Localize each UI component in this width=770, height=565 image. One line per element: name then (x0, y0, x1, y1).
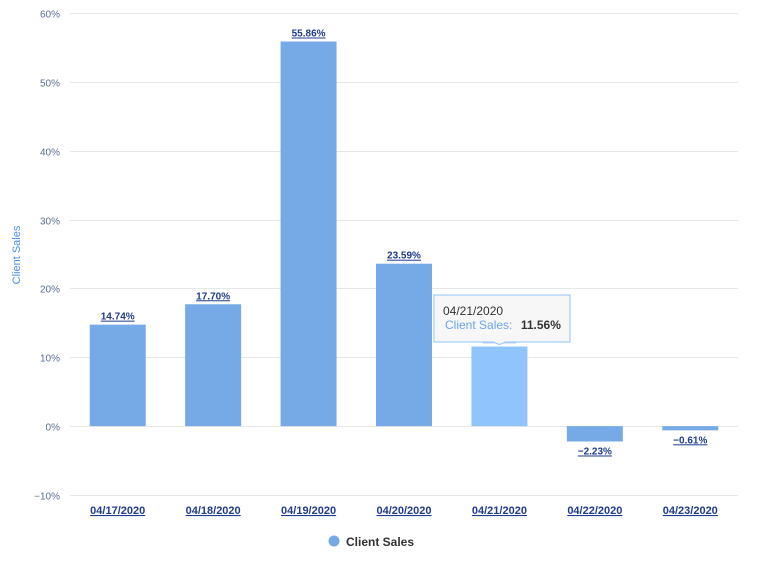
y-tick-label: 50% (40, 79, 60, 90)
bar[interactable] (89, 324, 146, 427)
x-tick-label[interactable]: 04/22/2020 (567, 505, 622, 517)
bar[interactable] (185, 304, 242, 427)
x-tick-label[interactable]: 04/17/2020 (90, 505, 145, 517)
bar[interactable] (662, 426, 719, 431)
bar[interactable] (280, 41, 337, 427)
data-label: 23.59% (387, 251, 421, 262)
legend-label: Client Sales (346, 535, 414, 549)
y-tick-label: 30% (40, 217, 60, 228)
data-label: 14.74% (101, 312, 135, 323)
legend[interactable]: Client Sales (328, 535, 415, 549)
data-label: 55.86% (292, 29, 326, 40)
y-axis-ticks: −10% 0% 10% 20% 30% 40% 50% 60% (34, 10, 60, 503)
data-label: 17.70% (196, 291, 230, 302)
x-tick-label[interactable]: 04/20/2020 (376, 505, 431, 517)
y-tick-label: 60% (40, 10, 60, 21)
data-label: −2.23% (578, 446, 612, 457)
tooltip: 04/21/2020 Client Sales: 11.56% (433, 294, 571, 346)
data-label: −0.61% (673, 435, 707, 446)
legend-marker-icon (328, 535, 340, 547)
x-tick-label[interactable]: 04/18/2020 (186, 505, 241, 517)
bar[interactable] (376, 263, 432, 427)
x-tick-label[interactable]: 04/19/2020 (281, 505, 336, 517)
x-axis-ticks: 04/17/2020 04/18/2020 04/19/2020 04/20/2020… (90, 505, 718, 517)
y-axis-title: Client Sales (11, 225, 23, 284)
tooltip-box (433, 294, 571, 346)
bar[interactable] (471, 346, 528, 427)
x-tick-label[interactable]: 04/23/2020 (663, 505, 718, 517)
x-tick-label[interactable]: 04/21/2020 (472, 505, 527, 517)
y-tick-label: 10% (40, 354, 60, 365)
y-tick-label: 40% (40, 148, 60, 159)
tooltip-title: 04/21/2020 (443, 304, 503, 318)
tooltip-value: 11.56% (521, 318, 561, 332)
y-tick-label: 0% (46, 423, 61, 434)
tooltip-series-line: Client Sales: 11.56% (445, 316, 561, 333)
tooltip-series-label: Client Sales: (445, 318, 512, 332)
bar[interactable] (566, 426, 623, 442)
bars (89, 41, 719, 442)
y-tick-label: −10% (34, 492, 60, 503)
y-tick-label: 20% (40, 285, 60, 296)
